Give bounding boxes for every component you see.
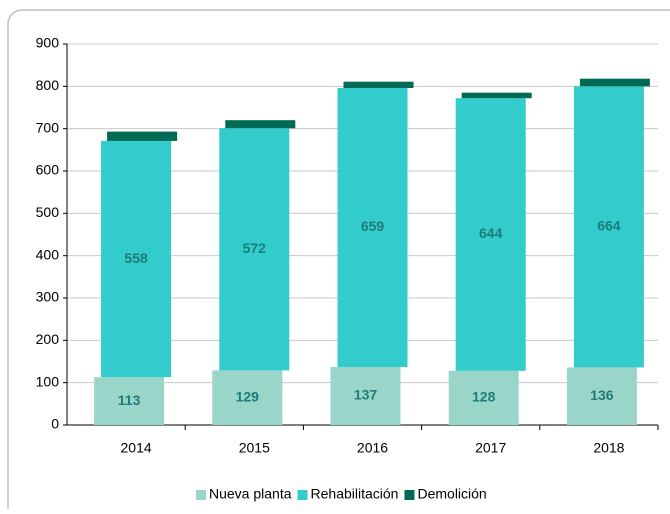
x-tick-label: 2014: [121, 440, 152, 456]
bar-segment: [101, 140, 172, 378]
x-tick-label: 2015: [239, 440, 270, 456]
value-label: 659: [361, 218, 385, 234]
value-label: 129: [236, 388, 260, 404]
value-label: 136: [590, 387, 614, 403]
y-tick-label: 300: [36, 289, 60, 305]
x-tick-label: 2016: [357, 440, 388, 456]
value-label: 137: [354, 387, 378, 403]
legend-swatch: [196, 490, 206, 500]
value-label: 664: [597, 218, 621, 234]
y-tick-label: 800: [36, 77, 60, 93]
bar-segment: [461, 92, 532, 99]
value-label: 572: [243, 240, 267, 256]
y-tick-label: 0: [51, 416, 59, 432]
legend-swatch: [297, 490, 308, 500]
bar-segment: [566, 367, 637, 425]
value-label: 558: [124, 250, 148, 266]
x-tick-label: 2018: [593, 440, 624, 456]
y-tick-label: 500: [36, 204, 60, 220]
bar-segment: [330, 367, 401, 425]
bar-segment: [337, 88, 408, 368]
legend-label: Rehabilitación: [311, 486, 399, 502]
y-tick-label: 900: [36, 35, 60, 51]
chart-border: [7, 9, 670, 514]
bar-segment: [107, 131, 178, 141]
x-tick-label: 2017: [475, 440, 506, 456]
bar-segment: [343, 81, 414, 89]
y-tick-label: 200: [36, 331, 60, 347]
y-tick-label: 100: [36, 373, 60, 389]
y-tick-label: 700: [36, 119, 60, 135]
bar-segment: [212, 370, 283, 425]
y-tick-label: 400: [36, 246, 60, 262]
legend-label: Nueva planta: [209, 486, 292, 502]
value-label: 644: [479, 225, 503, 241]
bar-segment: [94, 377, 165, 425]
bar-segment: [448, 370, 519, 425]
value-label: 113: [118, 392, 141, 408]
bar-segment: [225, 120, 296, 129]
value-label: 128: [472, 389, 496, 405]
y-tick-label: 600: [36, 162, 60, 178]
legend-swatch: [404, 490, 415, 500]
bar-segment: [219, 128, 290, 371]
bar-segment: [573, 86, 644, 368]
bar-segment: [455, 98, 526, 371]
bar-segment: [579, 78, 650, 87]
legend-label: Demolición: [417, 486, 486, 502]
